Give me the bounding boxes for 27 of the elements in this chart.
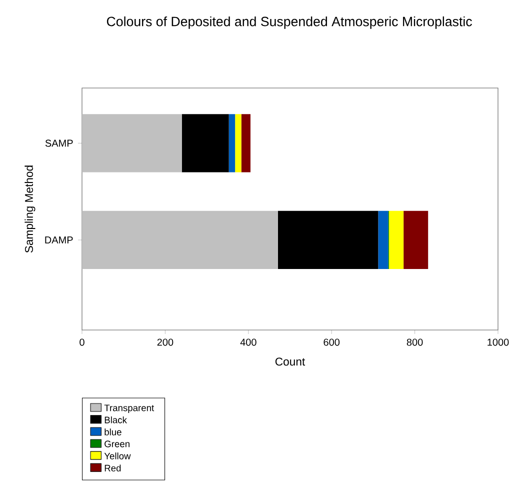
y-axis-title: Sampling Method <box>24 166 36 253</box>
x-tick-label: 1000 <box>488 338 509 346</box>
bar <box>228 114 236 172</box>
bar <box>241 114 250 172</box>
bar <box>404 210 428 270</box>
legend-label: Transparent <box>104 404 154 414</box>
x-tick-label: 0 <box>80 338 84 346</box>
x-tick-label: 200 <box>157 338 174 346</box>
bar <box>182 114 229 172</box>
x-axis-title: Count <box>275 358 306 366</box>
y-tick-label: DAMP <box>45 236 73 244</box>
x-tick-label: 600 <box>324 338 340 346</box>
legend-label: Red <box>104 464 121 472</box>
bar <box>378 210 388 270</box>
bar <box>278 210 378 270</box>
bar <box>82 114 182 172</box>
legend-label: blue <box>104 428 122 436</box>
x-tick-label: 400 <box>240 338 256 346</box>
bar <box>82 210 278 270</box>
chart-title: Colours of Deposited and Suspended Atmosperic Microplastic <box>106 16 472 29</box>
legend-label: Yellow <box>104 452 131 460</box>
bar <box>389 210 404 270</box>
legend-label: Green <box>104 440 130 448</box>
x-tick-label: 800 <box>406 338 423 346</box>
y-tick-label: SAMP <box>45 140 73 147</box>
legend-label: Black <box>104 416 127 424</box>
bar <box>235 114 242 172</box>
